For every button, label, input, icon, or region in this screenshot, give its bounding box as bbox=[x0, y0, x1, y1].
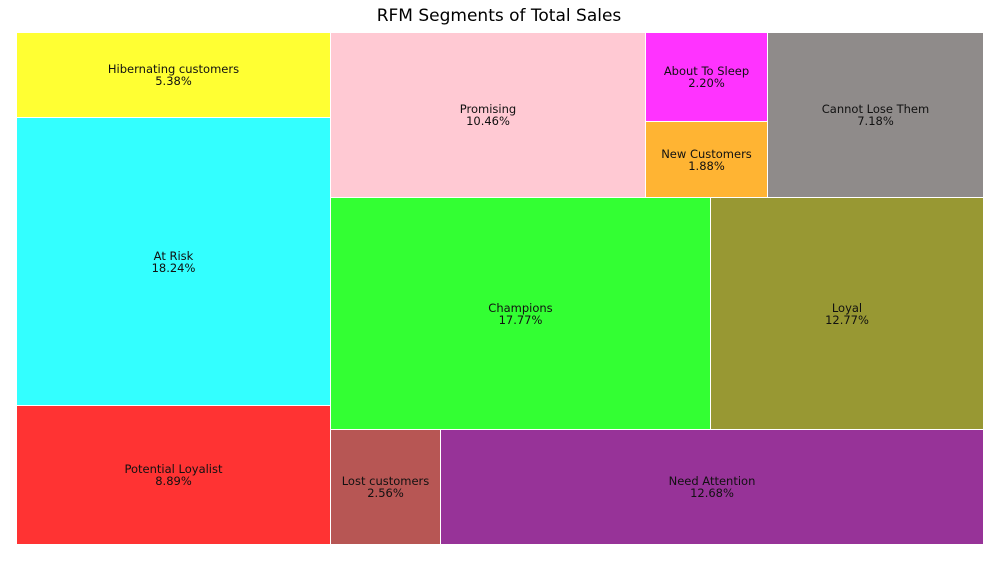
treemap-rect-hibernating-customers: Hibernating customers 5.38% bbox=[16, 32, 331, 118]
segment-label: New Customers 1.88% bbox=[661, 148, 752, 172]
segment-name: Lost customers bbox=[341, 474, 430, 488]
segment-name: Hibernating customers bbox=[107, 62, 240, 76]
segment-percent: 1.88% bbox=[688, 158, 725, 173]
segment-percent: 2.20% bbox=[688, 76, 725, 90]
treemap-rect-loyal: Loyal 12.77% bbox=[710, 197, 984, 430]
segment-label: Potential Loyalist 8.89% bbox=[124, 463, 222, 487]
segment-percent: 12.77% bbox=[825, 312, 869, 327]
segment-name: New Customers bbox=[661, 146, 752, 161]
treemap-rect-need-attention: Need Attention 12.68% bbox=[440, 429, 984, 545]
segment-percent: 5.38% bbox=[155, 74, 192, 88]
treemap-rect-champions: Champions 17.77% bbox=[330, 197, 711, 430]
treemap-rect-about-to-sleep: About To Sleep 2.20% bbox=[645, 32, 768, 122]
treemap-rect-lost-customers: Lost customers 2.56% bbox=[330, 429, 441, 545]
segment-percent: 2.56% bbox=[367, 486, 404, 500]
segment-name: Cannot Lose Them bbox=[821, 102, 930, 116]
segment-percent: 18.24% bbox=[151, 260, 196, 275]
segment-label: Hibernating customers 5.38% bbox=[108, 63, 239, 87]
treemap-rect-promising: Promising 10.46% bbox=[330, 32, 646, 198]
treemap-rect-cannot-lose-them: Cannot Lose Them 7.18% bbox=[767, 32, 984, 198]
segment-label: Need Attention 12.68% bbox=[669, 475, 756, 499]
segment-name: About To Sleep bbox=[663, 64, 750, 78]
segment-label: Cannot Lose Them 7.18% bbox=[822, 103, 929, 127]
segment-label: Champions 17.77% bbox=[488, 302, 552, 326]
segment-name: Promising bbox=[459, 102, 517, 116]
segment-name: Loyal bbox=[831, 300, 863, 315]
segment-label: Loyal 12.77% bbox=[825, 302, 869, 326]
segment-name: Potential Loyalist bbox=[124, 462, 223, 476]
chart-title: RFM Segments of Total Sales bbox=[376, 6, 622, 26]
segment-name: At Risk bbox=[153, 248, 194, 263]
segment-percent: 12.68% bbox=[690, 486, 734, 500]
segment-percent: 17.77% bbox=[498, 312, 543, 327]
treemap-rect-at-risk: At Risk 18.24% bbox=[16, 117, 331, 406]
segment-name: Champions bbox=[488, 300, 553, 315]
segment-percent: 7.18% bbox=[857, 114, 894, 128]
segment-label: About To Sleep 2.20% bbox=[664, 65, 749, 89]
segment-percent: 10.46% bbox=[466, 114, 510, 128]
segment-name: Need Attention bbox=[668, 474, 756, 488]
segment-percent: 8.89% bbox=[155, 474, 192, 488]
segment-label: Promising 10.46% bbox=[460, 103, 516, 127]
treemap-rect-new-customers: New Customers 1.88% bbox=[645, 121, 768, 198]
segment-label: Lost customers 2.56% bbox=[342, 475, 430, 499]
treemap-rect-potential-loyalist: Potential Loyalist 8.89% bbox=[16, 405, 331, 545]
segment-label: At Risk 18.24% bbox=[152, 250, 196, 274]
